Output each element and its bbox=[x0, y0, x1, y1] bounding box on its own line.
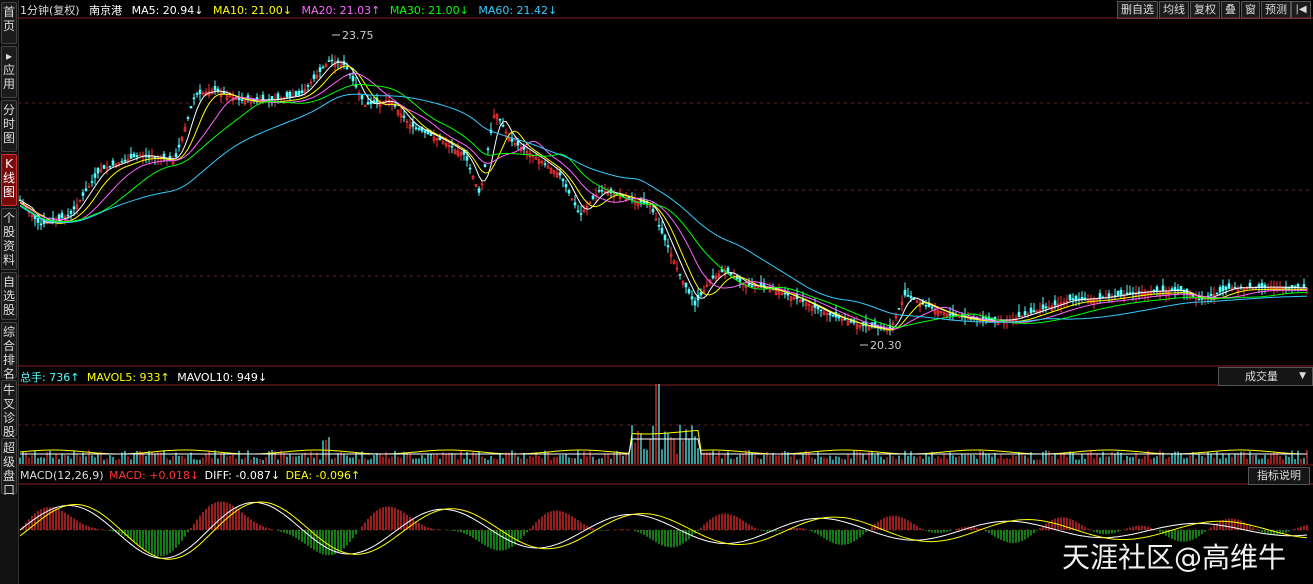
high-price-label: 23.75 bbox=[342, 29, 374, 42]
sidebar-tab-3[interactable]: K线图 bbox=[1, 154, 17, 206]
indicator-help-button[interactable]: 指标说明 bbox=[1248, 467, 1310, 485]
chart-toolbar: 删自选 均线 复权 叠 窗 预测 bbox=[1117, 1, 1291, 19]
dea-value: DEA: -0.096↑ bbox=[285, 469, 361, 482]
diff-value: DIFF: -0.087↓ bbox=[204, 469, 281, 482]
sidebar-tab-2[interactable]: 分时图 bbox=[1, 100, 17, 152]
forecast-button[interactable]: 预测 bbox=[1261, 1, 1291, 19]
macd-title: MACD(12,26,9) bbox=[20, 469, 104, 482]
period-label: 1分钟(复权) bbox=[20, 4, 80, 17]
volume-legend: 总手: 736↑ MAVOL5: 933↑ MAVOL10: 949↓ bbox=[20, 369, 267, 385]
macd-value: MACD: +0.018↓ bbox=[109, 469, 200, 482]
stock-name: 南京港 bbox=[89, 4, 123, 17]
total-volume: 总手: 736↑ bbox=[20, 371, 80, 384]
ma-legend: 1分钟(复权) 南京港 MA5: 20.94↓ MA10: 21.00↓ MA2… bbox=[20, 2, 563, 18]
ma60-value: MA60: 21.42↓ bbox=[478, 4, 558, 17]
sidebar-tab-8[interactable]: 超级盘口 bbox=[1, 438, 17, 497]
volume-indicator-select[interactable]: 成交量 ▼ bbox=[1218, 367, 1313, 386]
sidebar-tab-1[interactable]: ▸应用 bbox=[1, 46, 17, 98]
left-sidebar: 首页 ▸应用分时图 K线图个股资料自选股综合排名 牛叉诊股 超级盘口 bbox=[0, 0, 19, 584]
watermark: 天涯社区@高维牛 bbox=[1062, 541, 1287, 574]
ma-settings-button[interactable]: 均线 bbox=[1159, 1, 1189, 19]
ma10-value: MA10: 21.00↓ bbox=[213, 4, 292, 17]
sidebar-tab-4[interactable]: 个股资料 bbox=[1, 208, 17, 270]
ma5-value: MA5: 20.94↓ bbox=[131, 4, 204, 17]
chevron-down-icon: ▼ bbox=[1299, 371, 1306, 381]
sidebar-tab-5[interactable]: 自选股 bbox=[1, 272, 17, 320]
sidebar-tab-7[interactable]: 牛叉诊股 bbox=[1, 380, 17, 439]
mavol5-value: MAVOL5: 933↑ bbox=[86, 371, 170, 384]
window-button[interactable]: 窗 bbox=[1241, 1, 1260, 19]
ma30-value: MA30: 21.00↓ bbox=[389, 4, 469, 17]
macd-legend: MACD(12,26,9) MACD: +0.018↓ DIFF: -0.087… bbox=[20, 469, 360, 482]
mavol10-value: MAVOL10: 949↓ bbox=[177, 371, 268, 384]
adjust-price-button[interactable]: 复权 bbox=[1190, 1, 1220, 19]
sidebar-tab-6[interactable]: 综合排名 bbox=[1, 322, 17, 381]
ma20-value: MA20: 21.03↑ bbox=[301, 4, 381, 17]
sidebar-tab-0[interactable]: 首页 bbox=[1, 2, 17, 44]
low-price-label: 20.30 bbox=[870, 339, 902, 352]
